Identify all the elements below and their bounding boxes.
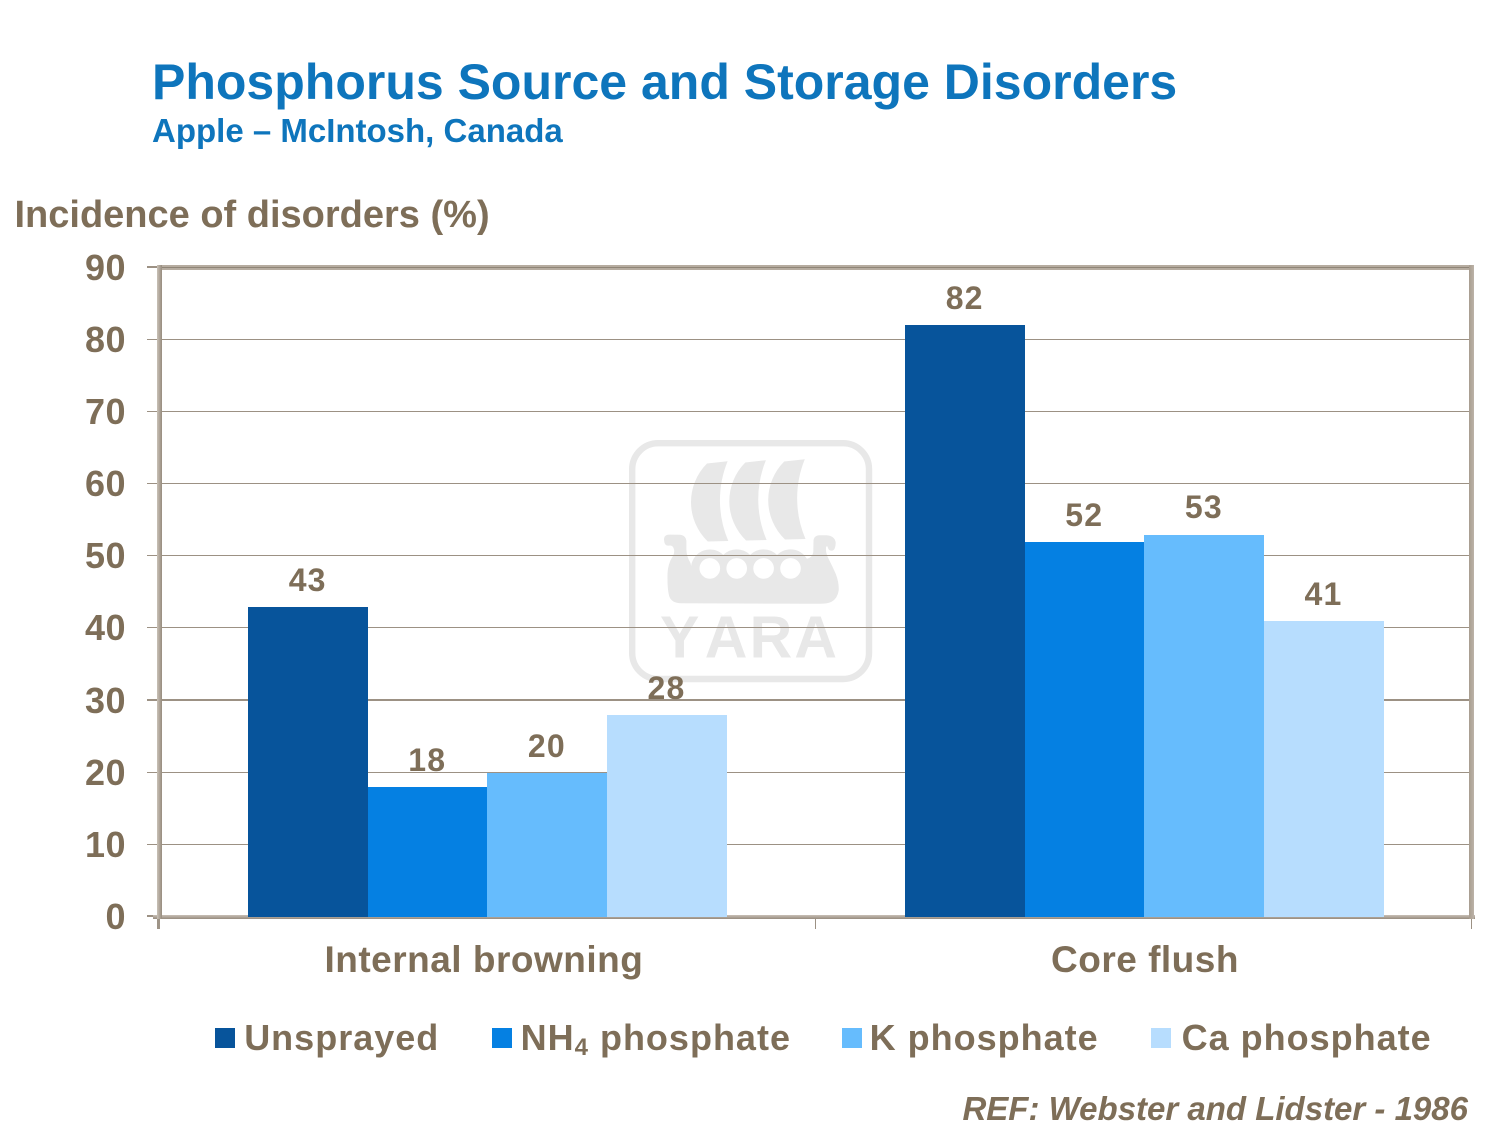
svg-text:A: A — [705, 605, 748, 671]
svg-text:A: A — [794, 605, 837, 671]
svg-text:R: R — [750, 605, 793, 671]
svg-text:Y: Y — [660, 605, 699, 671]
